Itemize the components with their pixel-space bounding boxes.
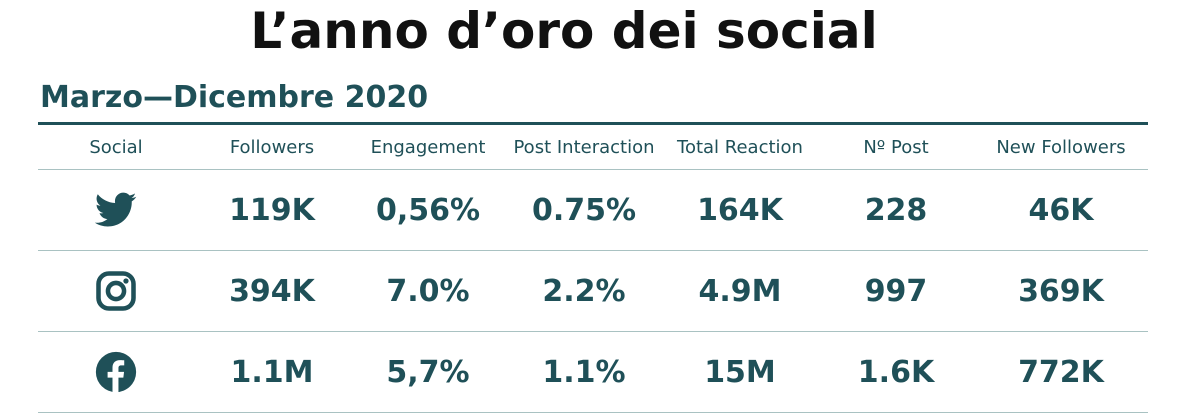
table-row: 1.1M 5,7% 1.1% 15M 1.6K 772K: [38, 332, 1148, 413]
header-new-followers: New Followers: [996, 136, 1126, 158]
twitter-icon: [95, 192, 137, 227]
engagement-value: 7.0%: [386, 273, 470, 309]
post-interaction-value: 2.2%: [542, 273, 626, 309]
engagement-value: 5,7%: [386, 354, 470, 390]
followers-value: 1.1M: [230, 354, 314, 390]
header-social: Social: [89, 136, 143, 158]
new-followers-value: 772K: [1018, 354, 1104, 390]
stats-table: Social Followers Engagement Post Interac…: [38, 125, 1148, 413]
divider: [38, 122, 1148, 125]
post-interaction-value: 1.1%: [542, 354, 626, 390]
header-post-interaction: Post Interaction: [513, 136, 655, 158]
n-post-value: 997: [864, 273, 928, 309]
engagement-value: 0,56%: [375, 192, 481, 228]
n-post-value: 1.6K: [857, 354, 935, 390]
total-reaction-value: 15M: [704, 354, 776, 390]
post-interaction-value: 0.75%: [531, 192, 637, 228]
instagram-icon: [96, 271, 136, 311]
n-post-value: 228: [864, 192, 928, 228]
new-followers-value: 46K: [1028, 192, 1094, 228]
facebook-icon: [95, 351, 137, 393]
followers-value: 394K: [229, 273, 315, 309]
page-subtitle: Marzo—Dicembre 2020: [40, 80, 429, 115]
new-followers-value: 369K: [1018, 273, 1104, 309]
header-n-post: Nº Post: [863, 136, 929, 158]
total-reaction-value: 164K: [697, 192, 783, 228]
page-title: L’anno d’oro dei social: [250, 2, 878, 60]
header-followers: Followers: [229, 136, 315, 158]
header-total-reaction: Total Reaction: [677, 136, 803, 158]
followers-value: 119K: [229, 192, 315, 228]
table-header-row: Social Followers Engagement Post Interac…: [38, 125, 1148, 170]
table-row: 394K 7.0% 2.2% 4.9M 997 369K: [38, 251, 1148, 332]
header-engagement: Engagement: [370, 136, 486, 158]
table-row: 119K 0,56% 0.75% 164K 228 46K: [38, 170, 1148, 251]
total-reaction-value: 4.9M: [698, 273, 782, 309]
